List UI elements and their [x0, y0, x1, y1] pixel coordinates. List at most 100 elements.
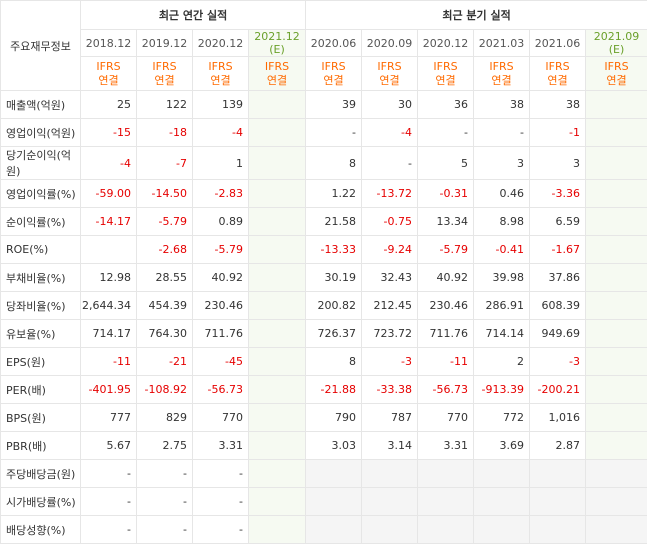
metric-value-cell: 30: [362, 91, 418, 119]
metric-value-cell: -: [137, 460, 193, 488]
metric-label: PER(배): [1, 376, 81, 404]
metric-value-cell: -913.39: [474, 376, 530, 404]
table-row: PER(배)-401.95-108.92-56.73-21.88-33.38-5…: [1, 376, 647, 404]
metric-value-cell: -: [193, 516, 249, 544]
metric-value-cell: -0.31: [418, 180, 474, 208]
metric-value-cell: 3: [474, 147, 530, 180]
metric-value-cell: 1: [193, 147, 249, 180]
metric-value-cell: -200.21: [530, 376, 586, 404]
metric-value-cell: -11: [81, 348, 137, 376]
metric-value-cell: [249, 376, 306, 404]
table-row: 영업이익(억원)-15-18-4--4---1: [1, 119, 647, 147]
metric-value-cell: 5: [418, 147, 474, 180]
metric-value-cell: [586, 236, 647, 264]
column-period-header: 2019.12: [137, 30, 193, 57]
metric-value-cell: 726.37: [306, 320, 362, 348]
metric-value-cell: 139: [193, 91, 249, 119]
metric-value-cell: -5.79: [418, 236, 474, 264]
table-row: 주당배당금(원)---: [1, 460, 647, 488]
metric-value-cell: 0.46: [474, 180, 530, 208]
annual-section-title: 최근 연간 실적: [81, 1, 306, 30]
metric-value-cell: -7: [137, 147, 193, 180]
metric-value-cell: 829: [137, 404, 193, 432]
metric-value-cell: [586, 180, 647, 208]
metric-value-cell: -2.83: [193, 180, 249, 208]
metric-value-cell: -1.67: [530, 236, 586, 264]
metric-value-cell: 2.75: [137, 432, 193, 460]
metric-value-cell: [249, 292, 306, 320]
metric-value-cell: -: [81, 516, 137, 544]
metric-value-cell: -4: [193, 119, 249, 147]
metric-label: 시가배당률(%): [1, 488, 81, 516]
metric-value-cell: 13.34: [418, 208, 474, 236]
metric-label: 주당배당금(원): [1, 460, 81, 488]
column-period-header: 2021.03: [474, 30, 530, 57]
metric-value-cell: -: [193, 488, 249, 516]
metric-value-cell: 2,644.34: [81, 292, 137, 320]
metric-value-cell: 2: [474, 348, 530, 376]
metric-value-cell: [249, 432, 306, 460]
metric-value-cell: -56.73: [418, 376, 474, 404]
column-period-header: 2020.12: [418, 30, 474, 57]
metric-value-cell: [306, 516, 362, 544]
metric-value-cell: [586, 516, 647, 544]
metric-value-cell: 25: [81, 91, 137, 119]
metric-value-cell: 770: [418, 404, 474, 432]
metric-value-cell: [586, 348, 647, 376]
metric-value-cell: 8: [306, 147, 362, 180]
metric-value-cell: -0.41: [474, 236, 530, 264]
metric-value-cell: -: [474, 119, 530, 147]
table-row: 배당성향(%)---: [1, 516, 647, 544]
column-period-header: 2020.12: [193, 30, 249, 57]
metric-value-cell: [530, 516, 586, 544]
metric-value-cell: [249, 348, 306, 376]
metric-value-cell: -45: [193, 348, 249, 376]
metric-value-cell: [249, 208, 306, 236]
metric-label: 매출액(억원): [1, 91, 81, 119]
metric-value-cell: 949.69: [530, 320, 586, 348]
metric-value-cell: [362, 488, 418, 516]
metric-label: 당좌비율(%): [1, 292, 81, 320]
metric-value-cell: [249, 180, 306, 208]
metric-value-cell: 212.45: [362, 292, 418, 320]
metric-value-cell: [249, 404, 306, 432]
metric-value-cell: 3.69: [474, 432, 530, 460]
metric-value-cell: 787: [362, 404, 418, 432]
metric-value-cell: [474, 516, 530, 544]
column-period-header: 2020.09: [362, 30, 418, 57]
metric-value-cell: -33.38: [362, 376, 418, 404]
metric-label: 영업이익(억원): [1, 119, 81, 147]
metric-label: ROE(%): [1, 236, 81, 264]
metric-value-cell: -21.88: [306, 376, 362, 404]
metric-label: EPS(원): [1, 348, 81, 376]
metric-value-cell: -14.50: [137, 180, 193, 208]
metric-value-cell: 39: [306, 91, 362, 119]
metric-value-cell: [418, 516, 474, 544]
metric-value-cell: -: [362, 147, 418, 180]
metric-value-cell: [586, 404, 647, 432]
metric-value-cell: [249, 236, 306, 264]
metric-value-cell: 723.72: [362, 320, 418, 348]
metric-value-cell: 790: [306, 404, 362, 432]
metric-value-cell: [530, 488, 586, 516]
metric-value-cell: [249, 460, 306, 488]
metric-value-cell: 3.14: [362, 432, 418, 460]
metric-value-cell: -9.24: [362, 236, 418, 264]
metric-value-cell: 714.17: [81, 320, 137, 348]
metric-value-cell: 12.98: [81, 264, 137, 292]
metric-value-cell: 38: [530, 91, 586, 119]
metric-value-cell: 3.03: [306, 432, 362, 460]
metric-value-cell: 8.98: [474, 208, 530, 236]
